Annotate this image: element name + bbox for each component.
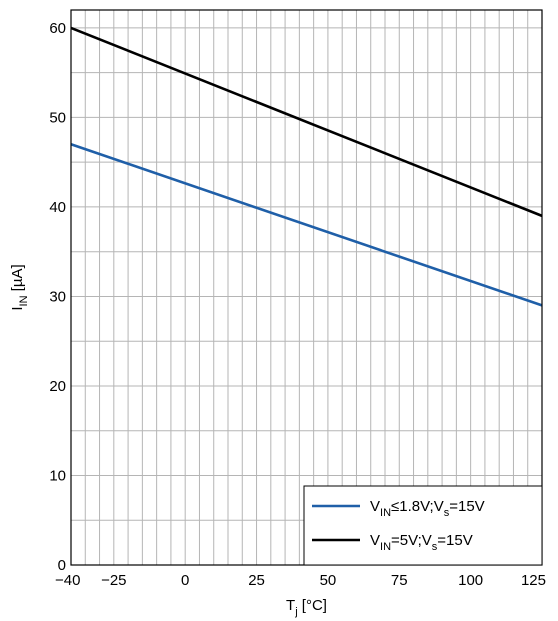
y-axis-label: IIN [µA] (9, 264, 30, 310)
y-tick-label: 60 (49, 20, 66, 37)
grid (71, 10, 542, 565)
legend: VIN≤1.8V;Vs=15V VIN=5V;Vs=15V (303, 485, 543, 566)
series-line-1 (70, 143, 543, 307)
x-tick-label: 100 (458, 572, 483, 589)
x-tick-label: −25 (101, 572, 126, 589)
y-tick-label: 20 (49, 378, 66, 395)
y-tick-label: 0 (58, 557, 66, 574)
y-tick-label: 10 (49, 467, 66, 484)
x-tick-label: 25 (248, 572, 265, 589)
series-lines (70, 26, 543, 307)
y-tick-label: 50 (49, 109, 66, 126)
plot-frame (70, 9, 543, 566)
x-axis-label: Tj [°C] (286, 597, 327, 618)
y-tick-label: 40 (49, 199, 66, 216)
legend-label-2: VIN=5V;Vs=15V (370, 532, 473, 553)
x-tick-label: 0 (181, 572, 189, 589)
x-tick-label: 125 (521, 572, 546, 589)
x-tick-label: 75 (391, 572, 408, 589)
x-tick-label: −40 (55, 572, 80, 589)
x-tick-label: 50 (320, 572, 337, 589)
series-line-2 (70, 26, 543, 218)
tick-labels: −40 −25 0 25 50 75 100 125 0 10 20 30 40 50 60 (49, 20, 546, 589)
legend-box (303, 485, 543, 566)
legend-label-1: VIN≤1.8V;Vs=15V (370, 498, 485, 519)
y-tick-label: 30 (49, 288, 66, 305)
